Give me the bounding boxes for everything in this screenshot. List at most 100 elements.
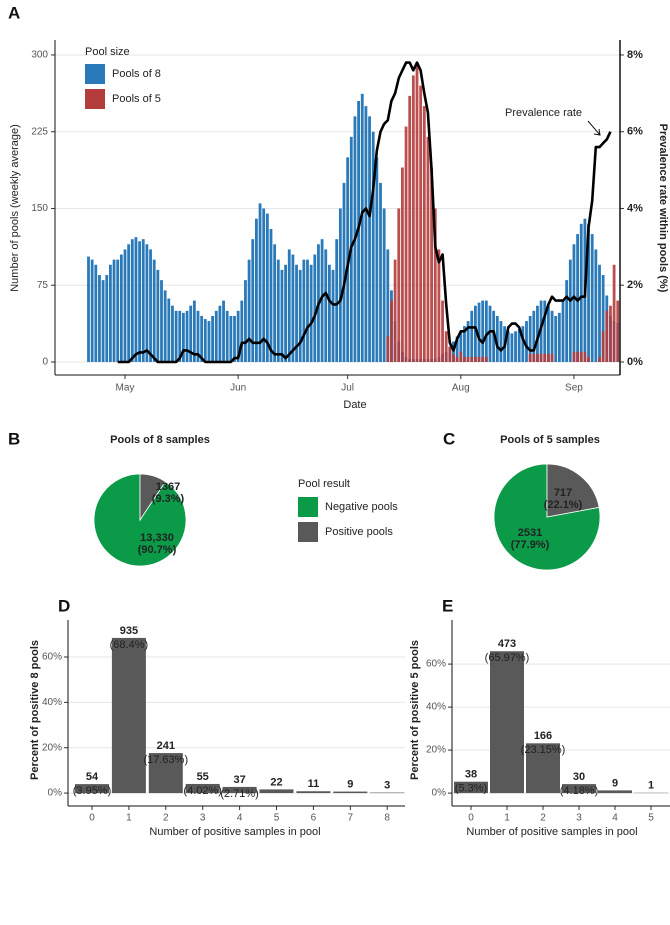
x-tick-label: 1	[126, 813, 132, 824]
count-label: 1	[648, 780, 654, 792]
bar	[433, 208, 437, 363]
bar	[185, 310, 189, 363]
bar	[196, 310, 200, 363]
bar	[313, 254, 317, 363]
bar	[568, 259, 572, 363]
y2-axis-title: Prevalence rate within pools (%)	[657, 124, 669, 293]
legend-label: Negative pools	[325, 501, 398, 513]
legend-label: Pools of 5	[112, 93, 161, 105]
bar	[225, 310, 229, 363]
bar	[426, 136, 430, 363]
bar	[490, 651, 524, 794]
bar	[466, 321, 470, 363]
bar	[276, 259, 280, 363]
y-tick-label: 150	[31, 203, 48, 214]
bar	[452, 341, 455, 363]
bar	[152, 259, 156, 363]
bar	[526, 743, 560, 794]
pie-title: Pools of 5 samples	[500, 434, 600, 446]
bar	[360, 93, 364, 363]
count-label: 241	[157, 740, 175, 752]
bar	[484, 356, 488, 363]
bar	[328, 264, 331, 363]
bar	[222, 786, 257, 794]
bar	[141, 239, 145, 363]
bar	[561, 300, 565, 363]
pie-percent-label: (22.1%)	[544, 499, 583, 511]
bar	[111, 637, 146, 794]
legend-swatch	[298, 497, 318, 517]
y2-tick-label: 8%	[627, 49, 643, 61]
panel-letter: C	[443, 429, 455, 448]
count-label: 37	[233, 774, 245, 786]
count-label: 54	[86, 771, 99, 783]
bar	[382, 208, 386, 363]
bar	[214, 310, 218, 363]
bar	[477, 356, 481, 363]
x-axis-title: Date	[343, 399, 366, 411]
bar	[178, 310, 182, 363]
bar	[287, 249, 291, 363]
bar	[484, 300, 488, 363]
bar	[550, 353, 554, 363]
bar	[452, 353, 455, 363]
bar	[590, 234, 594, 363]
pie-percent-label: (9.3%)	[152, 493, 185, 505]
bar	[579, 351, 583, 363]
pie-slice	[139, 473, 166, 522]
bar	[565, 280, 569, 363]
bar	[576, 351, 579, 363]
bar	[397, 208, 401, 363]
legend-swatch	[85, 64, 105, 84]
bar	[309, 264, 313, 363]
panel-letter: D	[58, 596, 70, 615]
bar	[306, 259, 309, 363]
bar	[455, 356, 459, 363]
bar	[598, 356, 601, 363]
bar	[521, 326, 525, 363]
bar	[375, 157, 379, 363]
bar	[415, 65, 419, 363]
bar	[470, 310, 474, 363]
bar	[411, 75, 415, 363]
bar	[430, 167, 433, 363]
bar	[342, 182, 346, 363]
bar	[302, 259, 306, 363]
bar	[127, 244, 131, 363]
value-label: (65.97%)	[485, 652, 530, 664]
pie-value-label: 13,330	[140, 532, 174, 544]
x-axis-title: Number of positive samples in pool	[149, 826, 320, 838]
bar	[390, 300, 393, 363]
bar	[609, 305, 612, 363]
x-tick-label: 5	[648, 813, 654, 824]
x-tick-label: 7	[348, 813, 354, 824]
bar	[528, 353, 532, 363]
y2-tick-label: 0%	[627, 356, 643, 368]
value-label: (68.4%)	[110, 639, 149, 651]
bar	[75, 784, 109, 794]
x-tick-label: May	[116, 383, 135, 394]
bar	[185, 783, 220, 794]
bar	[109, 264, 112, 363]
bar	[379, 182, 382, 363]
x-tick-label: 2	[163, 813, 169, 824]
pie-percent-label: (90.7%)	[138, 544, 177, 556]
value-label: (23.15%)	[521, 744, 566, 756]
count-label: 9	[612, 777, 618, 789]
value-label: (17.63%)	[143, 754, 188, 766]
bar	[174, 310, 178, 363]
bar	[393, 259, 397, 363]
y-axis-title: Percent of positive 8 pools	[29, 640, 41, 780]
x-tick-label: Sep	[565, 383, 583, 394]
bar	[262, 208, 266, 363]
bar	[598, 790, 632, 794]
value-label: (2.71%)	[220, 788, 259, 800]
panel-letter: E	[442, 596, 453, 615]
legend-label: Pools of 8	[112, 68, 161, 80]
x-tick-label: 3	[576, 813, 582, 824]
bar	[94, 264, 98, 363]
count-label: 22	[270, 776, 282, 788]
